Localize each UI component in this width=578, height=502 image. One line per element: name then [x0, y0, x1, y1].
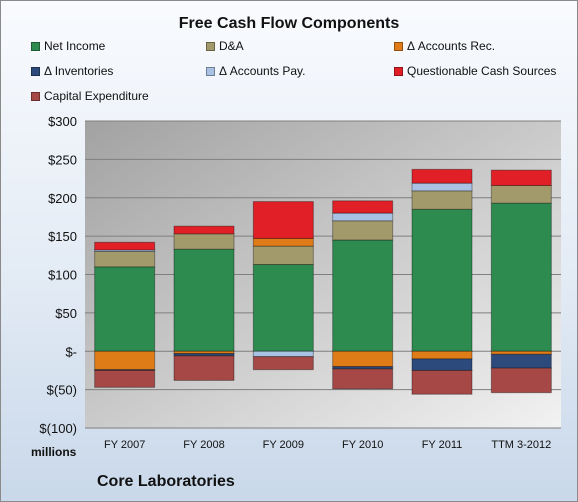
- bar-segment-accounts-pay: [252, 350, 314, 358]
- bar-segment-capital-expenditure: [252, 356, 314, 371]
- bar-segment-net-income: [490, 202, 552, 352]
- legend-label: Δ Inventories: [44, 64, 114, 78]
- legend-label: D&A: [219, 39, 244, 53]
- bar-segment-net-income: [94, 266, 156, 352]
- x-tick-label: TTM 3-2012: [491, 439, 551, 451]
- legend-item-inventories: Δ Inventories: [31, 64, 113, 78]
- x-tick-label: FY 2008: [183, 439, 224, 451]
- company-label: Core Laboratories: [97, 473, 235, 490]
- bar-segment-accounts-rec: [94, 350, 156, 371]
- bar-segment-d-a: [332, 220, 394, 241]
- bar-segment-questionable-cash-sources: [94, 241, 156, 251]
- x-tick-label: FY 2010: [342, 439, 383, 451]
- bar-segment-net-income: [411, 208, 473, 352]
- bar-segment-accounts-pay: [332, 212, 394, 222]
- bar-segment-capital-expenditure: [173, 355, 235, 381]
- bar-segment-inventories: [173, 353, 235, 357]
- bar-segment-questionable-cash-sources: [332, 200, 394, 214]
- x-tick-label: FY 2007: [104, 439, 145, 451]
- legend-swatch: [206, 42, 215, 51]
- legend-swatch: [31, 42, 40, 51]
- legend-item-questionable-cash-sources: Questionable Cash Sources: [394, 64, 556, 78]
- legend-item-capital-expenditure: Capital Expenditure: [31, 89, 149, 103]
- bar-segment-questionable-cash-sources: [252, 201, 314, 239]
- legend-swatch: [31, 92, 40, 101]
- y-tick-label: $50: [55, 306, 77, 321]
- legend-swatch: [394, 67, 403, 76]
- bar-segment-capital-expenditure: [411, 369, 473, 395]
- units-label: millions: [31, 445, 77, 459]
- bar-segment-d-a: [173, 233, 235, 250]
- y-tick-label: $200: [48, 191, 77, 206]
- y-tick-label: $(50): [47, 383, 77, 398]
- bar-segment-capital-expenditure: [490, 367, 552, 394]
- bar-segment-accounts-rec: [332, 350, 394, 368]
- bar-segment-d-a: [252, 245, 314, 266]
- bar-segment-accounts-rec: [411, 350, 473, 360]
- x-tick-label: FY 2011: [422, 439, 463, 451]
- y-tick-label: $250: [48, 152, 77, 167]
- legend-label: Questionable Cash Sources: [407, 64, 557, 78]
- legend-swatch: [206, 67, 215, 76]
- y-tick-label: $150: [48, 229, 77, 244]
- legend-swatch: [394, 42, 403, 51]
- legend-swatch: [31, 67, 40, 76]
- legend-item-accounts-pay: Δ Accounts Pay.: [206, 64, 306, 78]
- legend-item-accounts-rec: Δ Accounts Rec.: [394, 39, 495, 53]
- legend-item-net-income: Net Income: [31, 39, 105, 53]
- legend-label: Δ Accounts Rec.: [407, 39, 496, 53]
- bar-segment-questionable-cash-sources: [411, 168, 473, 184]
- x-tick-label: FY 2009: [263, 439, 304, 451]
- legend-item-d-a: D&A: [206, 39, 244, 53]
- y-tick-label: $300: [48, 114, 77, 129]
- bar-segment-capital-expenditure: [94, 369, 156, 388]
- bar-segment-d-a: [411, 190, 473, 210]
- bar-segment-net-income: [252, 264, 314, 352]
- bar-segment-capital-expenditure: [332, 368, 394, 390]
- y-tick-label: $100: [48, 268, 77, 283]
- bar-segment-questionable-cash-sources: [490, 169, 552, 186]
- y-tick-label: $(100): [39, 421, 77, 436]
- bar-segment-accounts-rec: [252, 237, 314, 247]
- bar-segment-net-income: [332, 239, 394, 352]
- legend-label: Capital Expenditure: [44, 89, 149, 103]
- legend-label: Δ Accounts Pay.: [219, 64, 306, 78]
- bar-segment-inventories: [411, 358, 473, 371]
- legend-label: Net Income: [44, 39, 106, 53]
- bar-segment-questionable-cash-sources: [173, 225, 235, 235]
- bar-segment-d-a: [94, 250, 156, 268]
- bar-segment-net-income: [173, 248, 235, 352]
- y-tick-label: $-: [65, 344, 77, 359]
- bar-segment-inventories: [490, 353, 552, 369]
- bar-segment-accounts-pay: [411, 182, 473, 192]
- chart-title: Free Cash Flow Components: [178, 15, 400, 32]
- bar-segment-d-a: [490, 184, 552, 204]
